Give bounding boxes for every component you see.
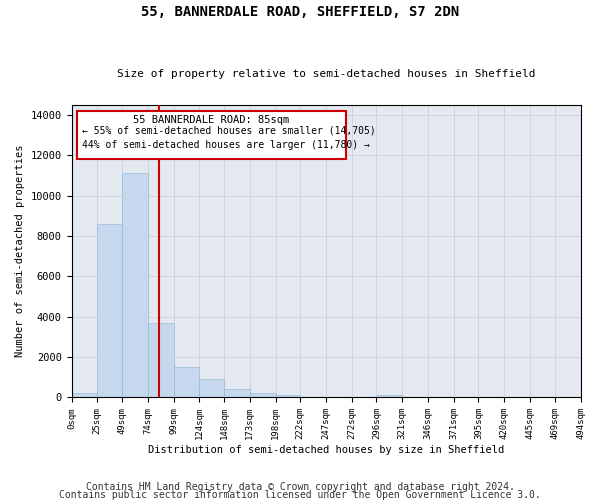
- Bar: [148, 323, 173, 398]
- Bar: [173, 367, 199, 398]
- Bar: [122, 174, 148, 398]
- Text: 44% of semi-detached houses are larger (11,780) →: 44% of semi-detached houses are larger (…: [82, 140, 370, 150]
- Text: Contains public sector information licensed under the Open Government Licence 3.: Contains public sector information licen…: [59, 490, 541, 500]
- Bar: [224, 390, 250, 398]
- Bar: [376, 396, 402, 398]
- Text: 55, BANNERDALE ROAD, SHEFFIELD, S7 2DN: 55, BANNERDALE ROAD, SHEFFIELD, S7 2DN: [141, 5, 459, 19]
- Text: Contains HM Land Registry data © Crown copyright and database right 2024.: Contains HM Land Registry data © Crown c…: [86, 482, 514, 492]
- FancyBboxPatch shape: [77, 110, 346, 159]
- Bar: [71, 394, 97, 398]
- Text: 55 BANNERDALE ROAD: 85sqm: 55 BANNERDALE ROAD: 85sqm: [133, 115, 290, 125]
- Bar: [275, 396, 300, 398]
- Bar: [199, 380, 224, 398]
- Text: ← 55% of semi-detached houses are smaller (14,705): ← 55% of semi-detached houses are smalle…: [82, 126, 376, 136]
- Bar: [250, 394, 275, 398]
- Bar: [97, 224, 122, 398]
- X-axis label: Distribution of semi-detached houses by size in Sheffield: Distribution of semi-detached houses by …: [148, 445, 504, 455]
- Y-axis label: Number of semi-detached properties: Number of semi-detached properties: [15, 145, 25, 358]
- Title: Size of property relative to semi-detached houses in Sheffield: Size of property relative to semi-detach…: [117, 69, 535, 79]
